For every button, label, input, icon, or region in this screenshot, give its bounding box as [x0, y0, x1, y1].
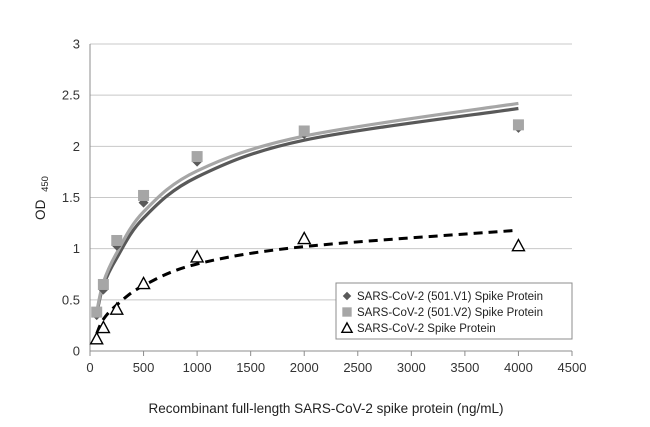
- legend-marker-series-1: [342, 291, 352, 301]
- x-tick-label: 2000: [290, 360, 319, 375]
- data-point-series-2: [97, 278, 109, 290]
- data-point-series-2: [512, 119, 524, 131]
- data-point-series-3: [96, 319, 111, 334]
- legend-marker-series-3: [340, 321, 354, 334]
- legend-label-series-3: SARS-CoV-2 Spike Protein: [357, 323, 496, 335]
- y-tick-label: 3: [73, 37, 80, 52]
- data-point-series-3: [511, 238, 526, 252]
- y-tick-label: 2: [73, 139, 80, 154]
- x-tick-label: 2500: [343, 360, 372, 375]
- y-axis-title: OD 450: [33, 176, 51, 220]
- gridlines: [90, 43, 572, 301]
- x-axis-title: Recombinant full-length SARS-CoV-2 spike…: [149, 401, 504, 416]
- fit-curve-series-3: [95, 228, 519, 335]
- x-tick-label: 4000: [504, 360, 533, 375]
- data-point-series-2: [138, 189, 150, 201]
- data-point-series-2: [298, 125, 310, 137]
- y-axis-title-subscript: 450: [40, 176, 51, 192]
- legend: SARS-CoV-2 (501.V1) Spike Protein SARS-Co…: [335, 282, 573, 340]
- x-tick-label: 1500: [236, 360, 265, 375]
- x-tick-label: 3500: [450, 360, 479, 375]
- x-tick-label: 4500: [558, 360, 587, 375]
- y-tick-label: 2.5: [62, 88, 80, 103]
- y-axis-title-group: OD 450: [33, 176, 51, 220]
- x-tick-label: 500: [133, 360, 155, 375]
- data-point-series-2: [111, 234, 123, 246]
- y-tick-label: 1: [73, 241, 80, 256]
- y-tick-label: 1.5: [62, 190, 80, 205]
- data-point-series-3: [189, 249, 205, 263]
- x-tick-label: 0: [86, 360, 93, 375]
- y-tick-label: 0.5: [62, 292, 80, 307]
- data-point-series-2: [191, 151, 203, 163]
- data-point-series-3: [297, 230, 312, 245]
- y-axis-title-main: OD: [33, 199, 48, 220]
- legend-box: [335, 282, 573, 340]
- data-markers: [89, 119, 526, 345]
- data-point-series-3: [89, 331, 104, 345]
- x-tick-label: 1000: [183, 360, 212, 375]
- y-tick-label: 0: [73, 344, 80, 359]
- legend-marker-series-2: [342, 307, 352, 317]
- axes: [89, 44, 573, 356]
- legend-label-series-2: SARS-CoV-2 (501.V2) Spike Protein: [357, 307, 543, 319]
- data-point-series-2: [91, 306, 103, 318]
- tick-labels: 0 0.5 1 1.5 2 2.5 3 0 500 1000 1500 2000 2500 3000 350…: [62, 37, 587, 376]
- data-point-series-3: [136, 275, 151, 290]
- legend-label-series-1: SARS-CoV-2 (501.V1) Spike Protein: [357, 291, 543, 303]
- data-point-series-3: [109, 301, 124, 315]
- x-tick-label: 3000: [397, 360, 426, 375]
